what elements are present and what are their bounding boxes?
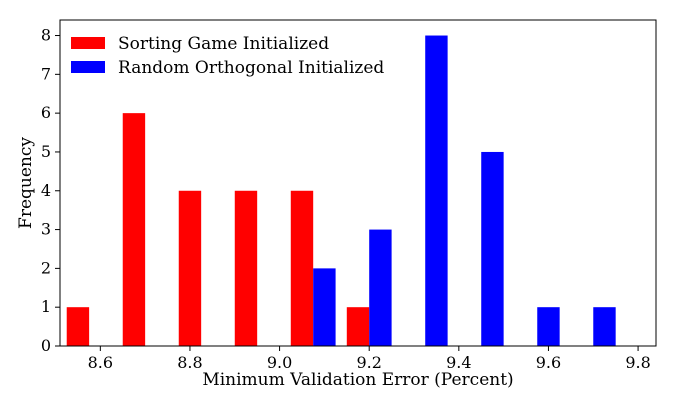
y-tick-label: 1 — [41, 297, 51, 316]
x-tick-label: 9.2 — [356, 353, 381, 372]
bar-series-1-3 — [481, 151, 504, 346]
y-tick-label: 0 — [41, 336, 51, 355]
y-tick-label: 2 — [41, 258, 51, 277]
x-tick-label: 8.6 — [88, 353, 113, 372]
bars-layer — [66, 35, 616, 347]
y-tick-label: 4 — [41, 181, 51, 200]
bar-series-1-1 — [369, 229, 392, 346]
legend-swatch-random — [71, 61, 105, 73]
bar-series-0-4 — [290, 190, 314, 346]
legend: Sorting Game Initialized Random Orthogon… — [71, 34, 384, 78]
x-tick-label: 9.4 — [446, 353, 471, 372]
bar-series-1-0 — [313, 268, 336, 346]
legend-label-sorting: Sorting Game Initialized — [118, 34, 329, 54]
y-tick-label: 7 — [41, 64, 51, 83]
legend-label-random: Random Orthogonal Initialized — [118, 58, 384, 78]
y-tick-label: 3 — [41, 220, 51, 239]
y-tick-label: 6 — [41, 103, 51, 122]
bar-series-0-2 — [178, 190, 202, 346]
bar-series-1-5 — [593, 307, 616, 346]
y-tick-label: 5 — [41, 142, 51, 161]
plot-frame — [59, 19, 657, 347]
x-tick-label: 9.0 — [267, 353, 292, 372]
x-axis-label: Minimum Validation Error (Percent) — [202, 370, 513, 390]
bar-series-1-4 — [537, 307, 560, 346]
y-tick-label: 8 — [41, 26, 51, 45]
x-tick-label: 9.8 — [625, 353, 650, 372]
bar-series-0-5 — [346, 307, 370, 346]
x-axis-ticks: 8.6 8.8 9.0 9.2 9.4 9.6 9.8 — [88, 346, 651, 372]
y-axis-label: Frequency — [16, 137, 36, 229]
bar-series-0-1 — [122, 113, 146, 347]
y-axis-ticks: 0 1 2 3 4 5 6 7 8 — [41, 26, 60, 355]
x-tick-label: 9.6 — [536, 353, 561, 372]
legend-swatch-sorting — [71, 37, 105, 49]
bar-series-1-2 — [425, 35, 448, 347]
bar-series-0-0 — [66, 307, 90, 346]
bar-series-0-3 — [234, 190, 258, 346]
x-tick-label: 8.8 — [177, 353, 202, 372]
